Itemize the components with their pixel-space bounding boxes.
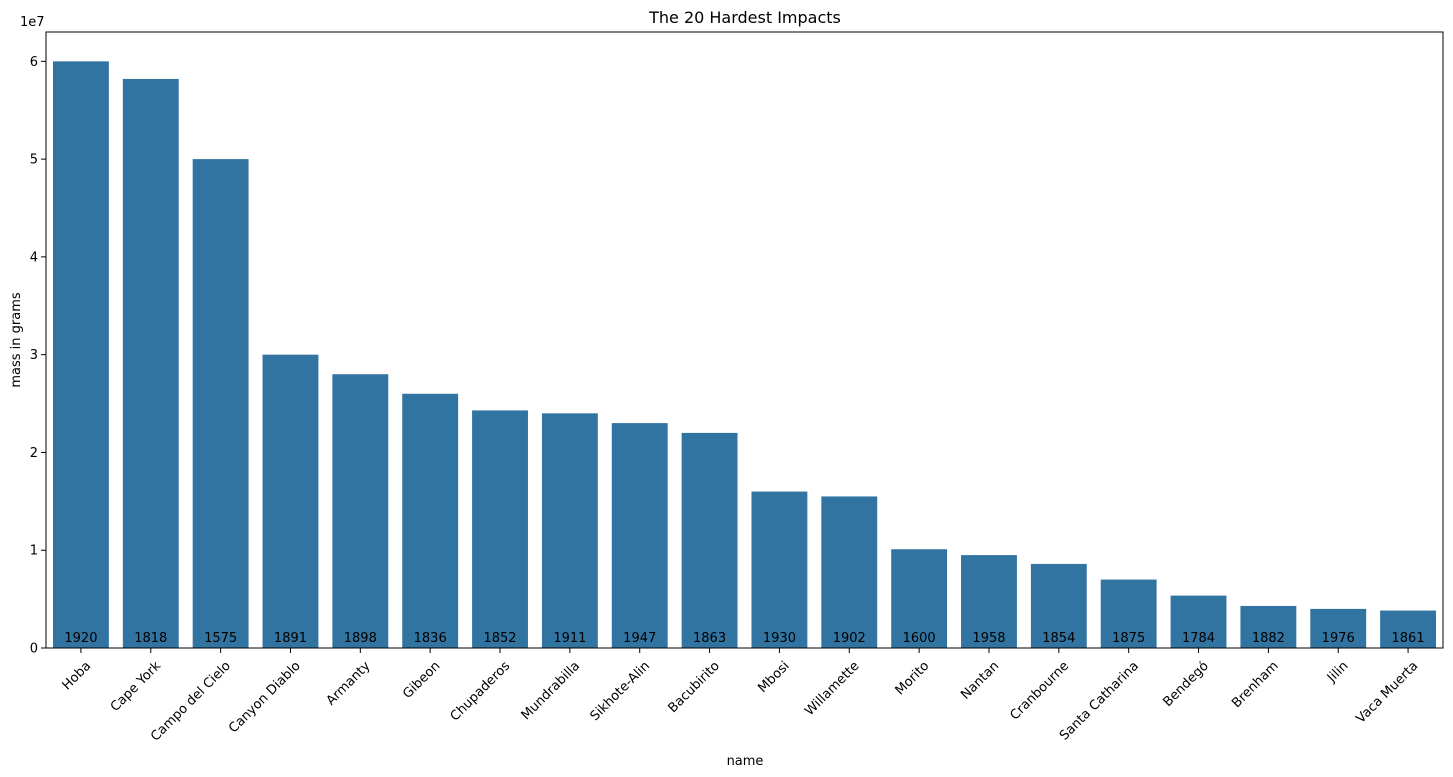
bar xyxy=(1310,608,1367,648)
y-tick-label: 3 xyxy=(30,348,38,363)
x-tick-label: Bendegó xyxy=(1160,659,1211,710)
bar xyxy=(1030,563,1087,648)
bar xyxy=(472,410,528,648)
bar xyxy=(52,61,109,649)
y-tick-label: 5 xyxy=(30,153,38,168)
bar-label: 1836 xyxy=(414,631,447,646)
x-tick-label: Jilin xyxy=(1324,659,1352,687)
bar xyxy=(541,413,598,648)
bar-label: 1891 xyxy=(274,631,307,646)
x-tick-label: Cape York xyxy=(108,658,165,715)
bar-label: 1882 xyxy=(1252,631,1285,646)
bar-label: 1930 xyxy=(763,631,796,646)
x-tick-label: Sikhote-Alin xyxy=(588,659,653,724)
bar xyxy=(262,354,319,648)
bar-label: 1898 xyxy=(344,631,377,646)
x-tick-label: Willamette xyxy=(802,659,862,719)
bar xyxy=(402,393,459,648)
y-axis-label: mass in grams xyxy=(9,292,24,388)
x-tick-label: Vaca Muerta xyxy=(1353,659,1421,727)
plot-frame xyxy=(45,31,1444,649)
bar xyxy=(1170,595,1227,648)
bar xyxy=(611,423,668,648)
bar xyxy=(961,555,1017,648)
bar-label: 1976 xyxy=(1322,631,1355,646)
x-tick-label: Brenham xyxy=(1229,659,1281,711)
y-axis-offset-label: 1e7 xyxy=(20,15,45,30)
bar xyxy=(192,159,249,648)
x-tick-label: Hoba xyxy=(60,659,95,694)
bar xyxy=(122,78,179,648)
y-tick-label: 6 xyxy=(30,55,38,70)
bar-label: 1575 xyxy=(204,631,237,646)
x-tick-label: Cranbourne xyxy=(1007,659,1072,724)
bar xyxy=(821,496,878,648)
bar-label: 1854 xyxy=(1042,631,1075,646)
chart-title: The 20 Hardest Impacts xyxy=(648,8,841,27)
bar xyxy=(1240,605,1297,648)
x-tick-label: Gibeon xyxy=(400,659,443,702)
x-axis-label: name xyxy=(727,754,764,769)
bar xyxy=(1100,579,1157,648)
bar xyxy=(681,432,738,648)
bar-label: 1875 xyxy=(1112,631,1145,646)
x-tick-label: Bacubirito xyxy=(665,659,722,716)
bar-label: 1852 xyxy=(483,631,516,646)
x-tick-label: Morito xyxy=(893,659,933,699)
x-tick-label: Chupaderos xyxy=(448,658,514,724)
bar-label: 1863 xyxy=(693,631,726,646)
bar-label: 1920 xyxy=(64,631,97,646)
bar-label: 1902 xyxy=(833,631,866,646)
bar-label: 1911 xyxy=(553,631,586,646)
bar xyxy=(891,549,948,648)
y-tick-label: 1 xyxy=(30,544,38,559)
x-tick-label: Armanty xyxy=(324,658,374,708)
y-tick-label: 4 xyxy=(30,250,38,265)
bar xyxy=(751,491,808,648)
x-tick-label: Mbosi xyxy=(755,659,792,696)
y-tick-label: 0 xyxy=(30,642,38,657)
bar-label: 1958 xyxy=(972,631,1005,646)
bar xyxy=(1380,610,1437,648)
bar-label: 1600 xyxy=(903,631,936,646)
bar-label: 1818 xyxy=(134,631,167,646)
x-tick-label: Mundrabilla xyxy=(519,659,584,724)
y-tick-label: 2 xyxy=(30,446,38,461)
bar-label: 1947 xyxy=(623,631,656,646)
bar xyxy=(332,374,389,648)
x-tick-label: Canyon Diablo xyxy=(226,659,304,737)
x-tick-label: Nantan xyxy=(958,659,1002,703)
bar-label: 1861 xyxy=(1392,631,1425,646)
bar-label: 1784 xyxy=(1182,631,1215,646)
